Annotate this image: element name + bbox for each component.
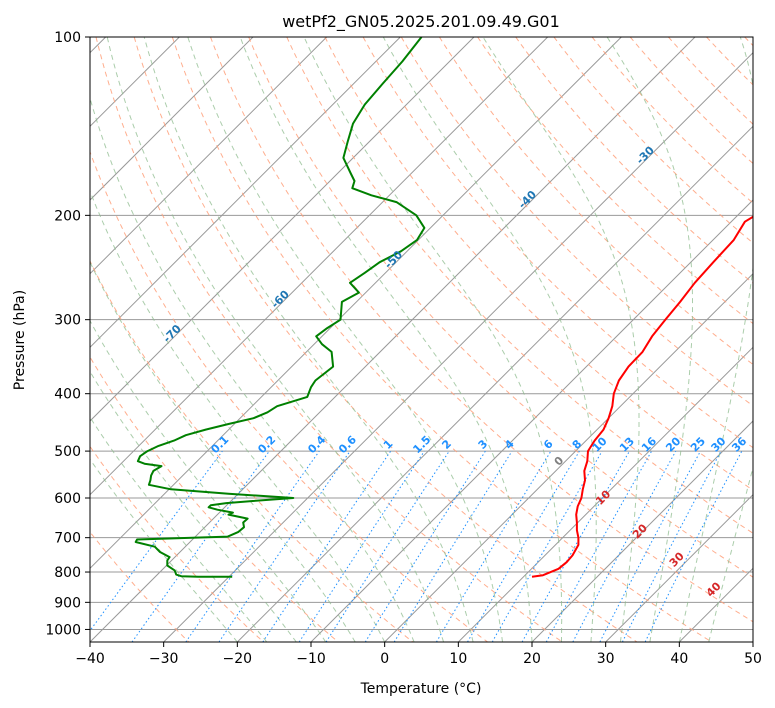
moist-adiabat-line [90, 370, 297, 642]
y-tick-label: 400 [54, 387, 81, 403]
x-tick-label: 20 [523, 651, 541, 667]
x-tick-label: −20 [223, 651, 253, 667]
y-axis-title: Pressure (hPa) [12, 290, 28, 390]
moist-adiabat-line [90, 260, 356, 642]
x-tick-label: 30 [597, 651, 615, 667]
isotherm-line [90, 37, 549, 496]
dry-adiabat-line [400, 37, 753, 407]
isotherm-line [531, 420, 753, 642]
y-tick-label: 1000 [45, 622, 81, 638]
dry-adiabat-line [95, 37, 563, 642]
dry-adiabat-line [171, 37, 712, 642]
y-tick-label: 100 [54, 30, 81, 46]
moist-adiabat-line [382, 37, 597, 642]
dewpoint-profile [134, 37, 426, 578]
x-tick-label: −30 [149, 651, 179, 667]
chart-title: wetPf2_GN05.2025.201.09.49.G01 [282, 12, 560, 32]
y-tick-label: 200 [54, 208, 81, 224]
mixing-ratio-line [325, 450, 450, 642]
dry-adiabat-line [90, 150, 488, 642]
dry-adiabat-line [324, 37, 753, 491]
x-tick-label: 0 [380, 651, 389, 667]
mixing-ratio-line [90, 450, 223, 632]
x-tick-label: 40 [670, 651, 688, 667]
y-tick-label: 700 [54, 531, 81, 547]
x-tick-label: −10 [296, 651, 326, 667]
moist-adiabat-line [90, 416, 268, 642]
y-tick-label: 800 [54, 565, 81, 581]
isotherm-line [457, 346, 753, 642]
moist-adiabat-line [90, 96, 415, 642]
mixing-ratio-line [185, 450, 320, 642]
isotherm-line [605, 493, 753, 642]
moist-adiabat-line [106, 37, 445, 642]
dry-adiabat-line [248, 37, 753, 578]
dry-adiabat-line [210, 37, 753, 623]
moist-adiabat-line [187, 37, 503, 642]
plot-background [90, 37, 753, 642]
dry-adiabat-line [362, 37, 753, 449]
y-tick-label: 600 [54, 491, 81, 507]
y-tick-label: 900 [54, 595, 81, 611]
mixing-ratio-line [572, 450, 677, 642]
isotherm-line [236, 125, 753, 642]
mixing-ratio-line [298, 450, 425, 642]
profile-lines [134, 37, 753, 578]
moist-adiabat-line [90, 189, 386, 642]
isotherm-line [163, 51, 753, 642]
mixing-ratio-line [131, 450, 270, 642]
mixing-ratio-line [218, 450, 351, 642]
plot-frame [89, 36, 754, 643]
temperature-profile [531, 215, 753, 578]
moist-adiabat-line [303, 37, 563, 642]
isotherm-line [90, 37, 254, 201]
x-tick-label: −40 [75, 651, 105, 667]
isotherm-line [90, 37, 696, 642]
y-tick-label: 500 [54, 444, 81, 460]
dry-adiabat-line [133, 37, 638, 642]
x-tick-label: 10 [449, 651, 467, 667]
mixing-ratio-line [545, 450, 653, 642]
moist-adiabat-line [143, 37, 474, 642]
isotherm-line [90, 37, 401, 349]
isotherm-line [384, 272, 753, 642]
moist-adiabat-line [239, 37, 533, 642]
mixing-ratio-line [262, 450, 392, 642]
isotherm-line [310, 199, 753, 642]
y-tick-label: 300 [54, 313, 81, 329]
x-axis-title: Temperature (°C) [360, 681, 482, 697]
moist-adiabat-line [90, 458, 238, 642]
mixing-ratio-line [393, 450, 513, 642]
isotherm-line [90, 37, 328, 275]
dry-adiabat-line [90, 445, 264, 642]
x-tick-label: 50 [744, 651, 762, 667]
mixing-ratio-line [644, 450, 743, 642]
axis-ticks: −40 −30 −20 −10 0 10 20 30 40 50 100 200 300 400 500 60… [45, 30, 762, 667]
isotherm-line [90, 37, 475, 422]
moist-adiabat-line [482, 37, 640, 642]
isotherm-line [752, 641, 753, 642]
moist-adiabat-line [606, 37, 693, 642]
